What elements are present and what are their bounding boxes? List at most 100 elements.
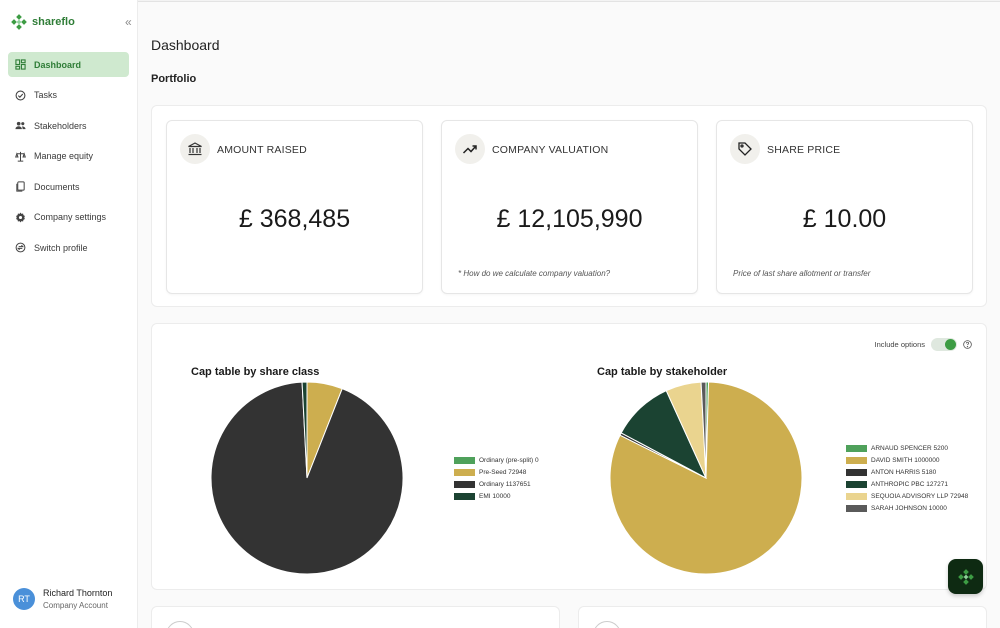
legend-swatch (454, 492, 475, 500)
tag-icon (730, 134, 760, 164)
brand[interactable]: shareflo (11, 14, 75, 30)
stakeholder-pie-chart (609, 381, 803, 575)
sidebar-item-label: Company settings (34, 212, 107, 222)
sidebar-item-stakeholders[interactable]: Stakeholders (8, 113, 129, 138)
legend-swatch (454, 480, 475, 488)
legend-item[interactable]: ANTHROPIC PBC 127271 (846, 478, 968, 490)
check-circle-icon (15, 90, 26, 101)
bank-icon (180, 134, 210, 164)
top-divider (138, 0, 1000, 2)
sidebar-item-dashboard[interactable]: Dashboard (8, 52, 129, 77)
legend-swatch (846, 504, 867, 512)
company-valuation-card: COMPANY VALUATION £ 12,105,990 * How do … (441, 120, 698, 294)
legend-swatch (846, 456, 867, 464)
assistant-button[interactable] (948, 559, 983, 594)
legend-item[interactable]: SEQUOIA ADVISORY LLP 72948 (846, 490, 968, 502)
legend-item[interactable]: ARNAUD SPENCER 5200 (846, 442, 968, 454)
sidebar-item-documents[interactable]: Documents (8, 174, 129, 199)
card-label: COMPANY VALUATION (492, 144, 609, 156)
sidebar-item-company-settings[interactable]: Company settings (8, 205, 129, 230)
legend-item[interactable]: Pre-Seed 72948 (454, 466, 539, 478)
sidebar-item-manage-equity[interactable]: Manage equity (8, 144, 129, 169)
sidebar-item-label: Stakeholders (34, 120, 87, 131)
legend-item[interactable]: SARAH JOHNSON 10000 (846, 502, 968, 514)
legend-label: ANTON HARRIS 5180 (871, 468, 937, 476)
sidebar: shareflo « Dashboard Tasks Stakeholders (0, 0, 138, 628)
include-options-control: Include options (875, 338, 972, 351)
toggle-label: Include options (874, 340, 925, 349)
sidebar-item-label: Tasks (34, 90, 58, 100)
gear-icon (15, 211, 26, 223)
legend-swatch (454, 468, 475, 476)
card-value: £ 10.00 (802, 205, 887, 233)
documents-icon (15, 181, 26, 192)
sidebar-item-label: Dashboard (34, 59, 82, 70)
legend-label: SEQUOIA ADVISORY LLP 72948 (871, 492, 969, 500)
legend-swatch (454, 456, 475, 464)
user-role: Company Account (43, 601, 108, 610)
sidebar-item-switch-profile[interactable]: Switch profile (8, 235, 129, 260)
user-profile[interactable]: RT Richard Thornton Company Account (13, 588, 112, 610)
sidebar-nav: Dashboard Tasks Stakeholders Manage equi… (8, 52, 129, 266)
sidebar-item-tasks[interactable]: Tasks (8, 83, 129, 108)
legend-swatch (846, 468, 867, 476)
collapse-sidebar-icon[interactable]: « (125, 15, 132, 29)
bottom-card-right (578, 606, 987, 628)
bottom-card-icon (593, 621, 621, 628)
sidebar-item-label: Manage equity (34, 151, 94, 161)
legend-label: ARNAUD SPENCER 5200 (871, 444, 948, 452)
pie-slice[interactable] (700, 381, 707, 479)
user-name: Richard Thornton (43, 588, 113, 598)
legend-label: SARAH JOHNSON 10000 (871, 504, 947, 512)
legend-label: DAVID SMITH 1000000 (871, 456, 940, 464)
legend-swatch (846, 492, 867, 500)
legend-label: Ordinary (pre-split) 0 (479, 456, 539, 464)
sidebar-item-label: Switch profile (34, 242, 88, 253)
people-icon (15, 120, 26, 131)
legend-swatch (846, 444, 867, 452)
share-class-pie-chart (210, 381, 404, 575)
avatar: RT (13, 588, 35, 610)
share-class-legend: Ordinary (pre-split) 0 Pre-Seed 72948 Ordi… (454, 454, 539, 502)
legend-item[interactable]: Ordinary (pre-split) 0 (454, 454, 539, 466)
chart-title: Cap table by stakeholder (597, 366, 728, 378)
toggle-knob (945, 339, 956, 350)
shareflo-logo-icon (957, 568, 974, 585)
shareflo-logo-icon (11, 14, 27, 30)
legend-item[interactable]: DAVID SMITH 1000000 (846, 454, 968, 466)
pie-slice[interactable] (301, 381, 308, 479)
trending-up-icon (455, 134, 485, 164)
legend-label: ANTHROPIC PBC 127271 (871, 480, 948, 488)
bottom-card-icon (166, 621, 194, 628)
legend-item[interactable]: EMI 10000 (454, 490, 539, 502)
bottom-card-left (151, 606, 560, 628)
switch-icon (15, 242, 26, 253)
legend-label: Ordinary 1137651 (479, 480, 531, 488)
legend-label: EMI 10000 (479, 492, 511, 500)
legend-swatch (846, 480, 867, 488)
legend-item[interactable]: ANTON HARRIS 5180 (846, 466, 968, 478)
chart-title: Cap table by share class (191, 366, 320, 378)
card-value: £ 12,105,990 (496, 205, 643, 233)
scales-icon (15, 151, 26, 162)
card-label: SHARE PRICE (767, 144, 841, 156)
amount-raised-card: AMOUNT RAISED £ 368,485 (166, 120, 423, 294)
portfolio-panel: AMOUNT RAISED £ 368,485 COMPANY VALUATIO… (151, 105, 987, 307)
brand-name: shareflo (32, 16, 75, 28)
legend-label: Pre-Seed 72948 (479, 468, 527, 476)
stakeholder-legend: ARNAUD SPENCER 5200 DAVID SMITH 1000000 AN… (846, 442, 968, 514)
help-icon[interactable] (963, 340, 972, 349)
include-options-toggle[interactable] (931, 338, 957, 351)
dashboard-icon (15, 59, 26, 70)
share-price-card: SHARE PRICE £ 10.00 Price of last share … (716, 120, 973, 294)
card-value: £ 368,485 (238, 205, 351, 233)
page-title: Dashboard (151, 37, 220, 53)
valuation-info-link[interactable]: * How do we calculate company valuation? (458, 269, 611, 278)
card-note: Price of last share allotment or transfe… (733, 269, 871, 278)
section-title: Portfolio (151, 73, 197, 85)
sidebar-item-label: Documents (34, 181, 80, 192)
card-label: AMOUNT RAISED (217, 144, 307, 156)
charts-panel: Include options Cap table by share class… (151, 323, 987, 590)
pie-slice[interactable] (210, 381, 404, 575)
legend-item[interactable]: Ordinary 1137651 (454, 478, 539, 490)
